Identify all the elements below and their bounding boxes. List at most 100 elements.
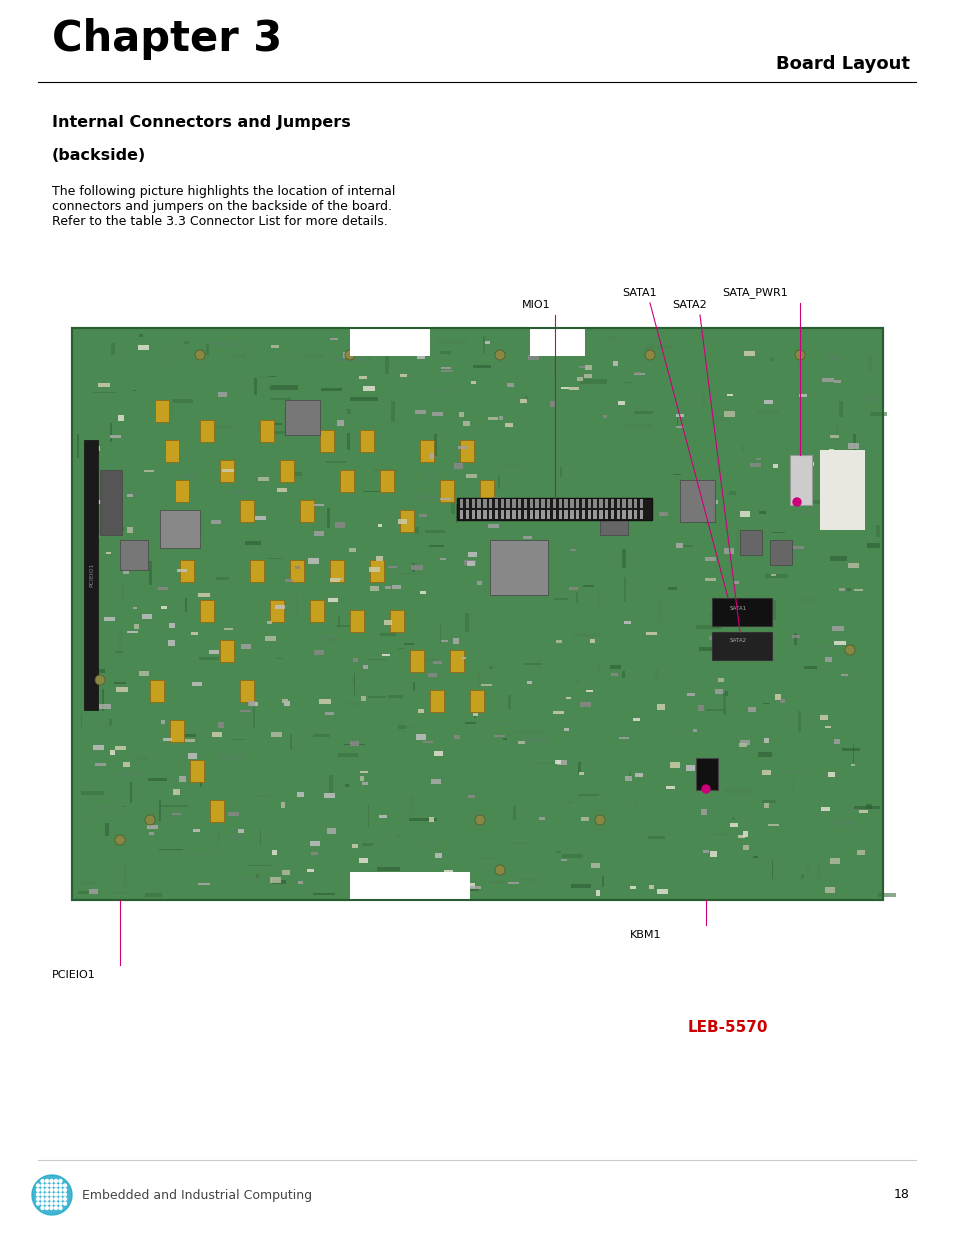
Bar bbox=[820, 808, 829, 811]
Circle shape bbox=[46, 1202, 49, 1205]
Bar bbox=[826, 354, 841, 359]
Bar bbox=[190, 760, 204, 782]
Bar bbox=[271, 345, 278, 348]
Circle shape bbox=[50, 1193, 53, 1195]
Bar bbox=[676, 543, 682, 548]
Bar bbox=[113, 490, 142, 495]
Bar bbox=[792, 546, 803, 548]
Bar bbox=[87, 517, 93, 521]
Bar bbox=[560, 858, 566, 861]
Bar bbox=[179, 473, 197, 478]
Bar bbox=[111, 343, 114, 356]
Bar bbox=[376, 867, 399, 871]
Bar bbox=[657, 704, 664, 710]
Bar bbox=[179, 777, 186, 782]
Bar bbox=[415, 410, 425, 414]
Bar bbox=[91, 568, 98, 569]
Bar bbox=[564, 510, 567, 519]
Bar bbox=[352, 845, 357, 848]
Bar bbox=[508, 695, 511, 709]
Bar bbox=[423, 741, 433, 743]
Bar bbox=[648, 836, 664, 840]
Bar bbox=[148, 778, 167, 781]
Bar bbox=[260, 420, 274, 442]
Bar bbox=[210, 800, 224, 823]
Bar bbox=[379, 471, 394, 492]
Bar bbox=[579, 701, 590, 706]
Bar bbox=[368, 352, 371, 362]
Bar bbox=[391, 401, 395, 421]
Bar bbox=[625, 776, 632, 782]
Bar bbox=[623, 577, 625, 601]
Bar bbox=[471, 510, 475, 519]
Bar bbox=[326, 461, 346, 463]
Bar bbox=[467, 552, 476, 557]
Bar bbox=[255, 515, 266, 520]
Bar bbox=[571, 884, 590, 888]
Bar bbox=[428, 545, 444, 547]
Bar bbox=[500, 510, 503, 519]
Bar bbox=[831, 626, 842, 631]
Bar bbox=[758, 752, 772, 757]
Bar bbox=[599, 500, 627, 535]
Circle shape bbox=[50, 1179, 53, 1182]
Bar bbox=[490, 496, 500, 501]
Bar bbox=[274, 424, 282, 425]
Bar bbox=[740, 530, 761, 555]
Polygon shape bbox=[32, 1174, 71, 1215]
Bar bbox=[561, 853, 582, 858]
Bar bbox=[546, 499, 550, 508]
Bar bbox=[489, 510, 492, 519]
Bar bbox=[672, 474, 680, 475]
Bar bbox=[471, 380, 476, 384]
Text: Chapter 3: Chapter 3 bbox=[52, 19, 282, 61]
Bar bbox=[132, 389, 136, 391]
Bar bbox=[470, 885, 480, 888]
Bar bbox=[270, 877, 280, 883]
Bar bbox=[145, 893, 162, 897]
Bar bbox=[264, 636, 275, 641]
Bar bbox=[239, 710, 252, 713]
Bar bbox=[742, 831, 747, 836]
Bar bbox=[213, 731, 221, 737]
Bar bbox=[789, 454, 811, 505]
Circle shape bbox=[54, 1193, 57, 1195]
Circle shape bbox=[64, 1193, 67, 1195]
Bar bbox=[535, 510, 538, 519]
Circle shape bbox=[345, 350, 355, 359]
Bar bbox=[384, 353, 388, 374]
Bar bbox=[494, 735, 504, 737]
Bar bbox=[506, 510, 509, 519]
Bar bbox=[715, 689, 721, 694]
Bar bbox=[409, 819, 436, 821]
Bar bbox=[823, 726, 830, 729]
Bar bbox=[463, 559, 476, 566]
Bar bbox=[578, 762, 580, 776]
Bar bbox=[758, 511, 765, 514]
Bar bbox=[483, 724, 510, 726]
Bar bbox=[197, 883, 210, 884]
Bar bbox=[621, 672, 624, 678]
Bar bbox=[283, 409, 287, 433]
Bar bbox=[679, 480, 714, 522]
Bar bbox=[114, 484, 118, 487]
Bar bbox=[114, 746, 126, 750]
Bar bbox=[217, 834, 219, 845]
Bar bbox=[106, 552, 112, 555]
Bar bbox=[525, 396, 527, 400]
Bar bbox=[282, 869, 290, 874]
Bar bbox=[350, 326, 430, 356]
Bar bbox=[507, 882, 518, 884]
Bar bbox=[459, 510, 463, 519]
Bar bbox=[81, 714, 82, 729]
Bar bbox=[174, 480, 189, 501]
Bar bbox=[659, 513, 667, 516]
Bar bbox=[829, 435, 839, 437]
Bar bbox=[241, 645, 251, 648]
Bar bbox=[110, 422, 112, 442]
Bar bbox=[367, 804, 369, 829]
Bar bbox=[512, 510, 516, 519]
Bar bbox=[740, 446, 741, 452]
Bar bbox=[323, 638, 340, 641]
Bar bbox=[481, 677, 485, 682]
